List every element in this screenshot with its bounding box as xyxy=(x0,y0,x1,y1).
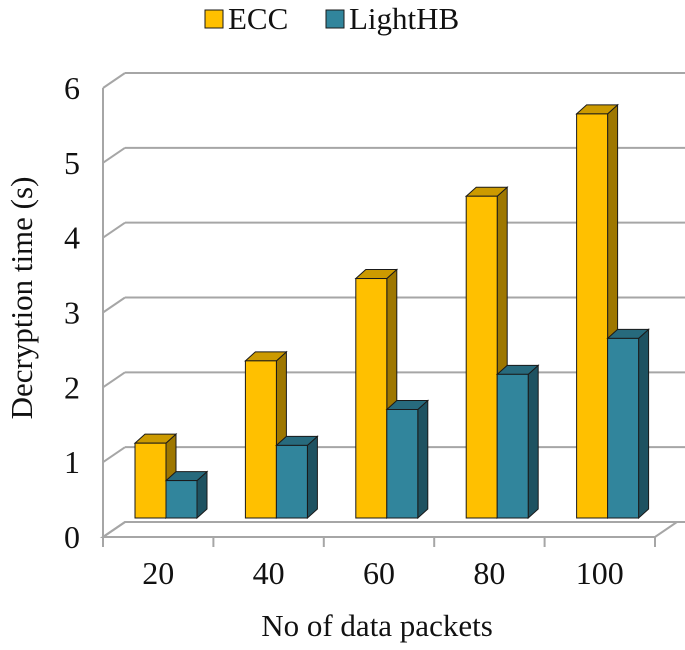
bar-lighthb-60 xyxy=(385,399,430,520)
bar-lighthb-40 xyxy=(275,435,319,520)
y-tick-label: 0 xyxy=(64,519,80,555)
bar-ecc-100 xyxy=(575,103,619,520)
x-tick-label: 100 xyxy=(576,555,624,591)
chart-walls xyxy=(99,521,681,538)
y-tick-labels: 0 1 2 3 4 5 6 xyxy=(64,70,80,555)
y-axis-label: Decryption time (s) xyxy=(4,177,39,420)
bar-lighthb-20 xyxy=(164,470,209,520)
x-axis-label: No of data packets xyxy=(261,608,493,643)
legend-item-lighthb: LightHB xyxy=(325,1,459,36)
bars xyxy=(133,103,650,520)
gridline-side xyxy=(102,221,126,239)
y-tick-label: 6 xyxy=(64,70,80,106)
gridline-side xyxy=(102,371,126,389)
x-tick-label: 60 xyxy=(363,555,395,591)
x-tick-label: 80 xyxy=(473,555,505,591)
y-tick-label: 1 xyxy=(64,444,80,480)
x-tick-labels: 20 40 60 80 100 xyxy=(142,555,624,591)
y-tick-label: 5 xyxy=(64,145,80,181)
chart-floor xyxy=(99,521,681,538)
gridline-side xyxy=(102,147,126,164)
gridline-side xyxy=(102,72,126,89)
x-tick-label: 20 xyxy=(142,555,174,591)
bar-lighthb-100 xyxy=(606,328,650,520)
legend-item-ecc: ECC xyxy=(204,1,288,36)
y-tick-label: 3 xyxy=(64,295,80,331)
legend-label: LightHB xyxy=(349,1,459,36)
bar-ecc-40 xyxy=(244,350,288,520)
gridlines xyxy=(102,72,685,547)
legend-swatch xyxy=(325,9,345,29)
legend-label: ECC xyxy=(228,1,288,36)
y-tick-label: 4 xyxy=(64,220,80,256)
legend: ECC LightHB xyxy=(204,1,459,36)
bar-lighthb-80 xyxy=(495,364,540,520)
gridline-side xyxy=(102,521,126,538)
x-tick-label: 40 xyxy=(253,555,285,591)
gridline-side xyxy=(102,446,126,463)
y-tick-label: 2 xyxy=(64,369,80,405)
legend-swatch xyxy=(204,9,224,29)
gridline-side xyxy=(102,296,126,314)
